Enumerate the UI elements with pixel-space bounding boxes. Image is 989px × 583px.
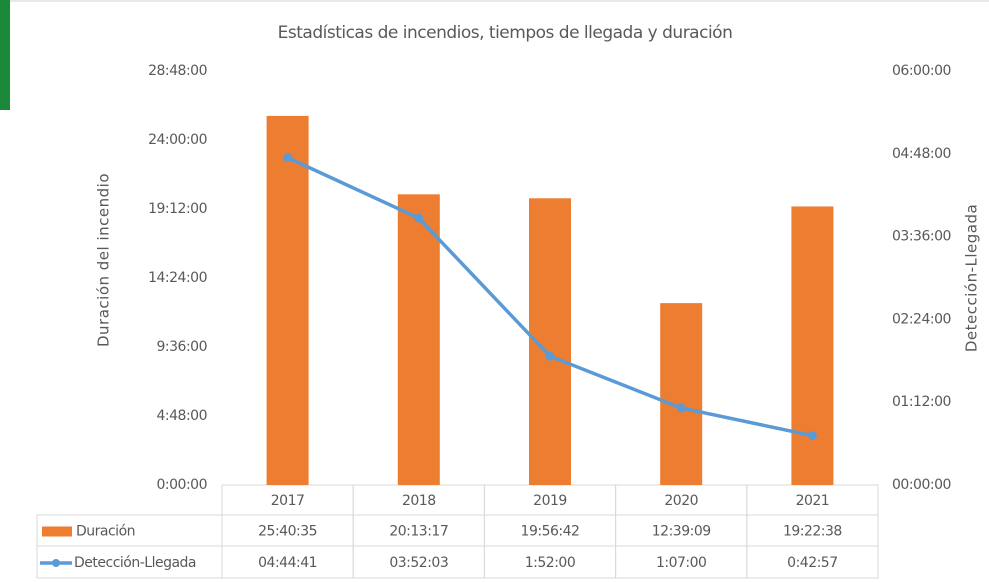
y2-tick-label: 01:12:00 — [892, 394, 951, 410]
x-tick-label: 2020 — [664, 493, 698, 509]
y2-tick-label: 06:00:00 — [892, 63, 951, 79]
x-tick-label: 2018 — [402, 493, 436, 509]
bar — [660, 303, 703, 485]
y2-tick-label: 03:36:00 — [892, 229, 951, 245]
accent-bar — [0, 0, 10, 110]
bar — [266, 115, 309, 485]
table-value: 20:13:17 — [389, 524, 448, 540]
x-tick-label: 2021 — [796, 493, 830, 509]
y-tick-label: 9:36:00 — [157, 339, 207, 355]
line-marker — [545, 351, 555, 361]
y-tick-label: 28:48:00 — [148, 63, 207, 79]
y2-tick-label: 00:00:00 — [892, 477, 951, 493]
table-value: 1:52:00 — [525, 555, 575, 571]
x-tick-label: 2017 — [271, 493, 305, 509]
y-tick-label: 0:00:00 — [157, 477, 207, 493]
legend-label: Duración — [76, 524, 135, 540]
table-value: 19:56:42 — [521, 524, 580, 540]
y-tick-label: 24:00:00 — [148, 132, 207, 148]
line-marker — [676, 403, 686, 413]
table-value: 25:40:35 — [258, 524, 317, 540]
table-value: 1:07:00 — [656, 555, 706, 571]
table-value: 04:44:41 — [258, 555, 317, 571]
table-value: 12:39:09 — [652, 524, 711, 540]
table-value: 19:22:38 — [783, 524, 842, 540]
chart-title: Estadísticas de incendios, tiempos de ll… — [278, 23, 733, 43]
line-marker — [807, 431, 817, 441]
legend-key — [42, 526, 72, 537]
y2-tick-label: 02:24:00 — [892, 311, 951, 327]
table-cell — [36, 545, 223, 579]
legend-label: Detección-Llegada — [74, 555, 196, 571]
y-tick-label: 4:48:00 — [157, 408, 207, 424]
line-marker — [283, 153, 293, 163]
y-axis-title: Duración del incendio — [95, 173, 113, 347]
line-marker — [414, 213, 424, 223]
bar — [397, 194, 440, 485]
table-cell — [746, 545, 879, 579]
x-tick-label: 2019 — [533, 493, 567, 509]
table-value: 0:42:57 — [787, 555, 837, 571]
table-value: 03:52:03 — [389, 555, 448, 571]
legend-key-marker — [52, 559, 60, 567]
y2-tick-label: 04:48:00 — [892, 146, 951, 162]
y2-axis-title: Detección-Llegada — [963, 204, 981, 352]
y-tick-label: 19:12:00 — [148, 201, 207, 217]
bar — [791, 206, 834, 485]
y-tick-label: 14:24:00 — [148, 270, 207, 286]
